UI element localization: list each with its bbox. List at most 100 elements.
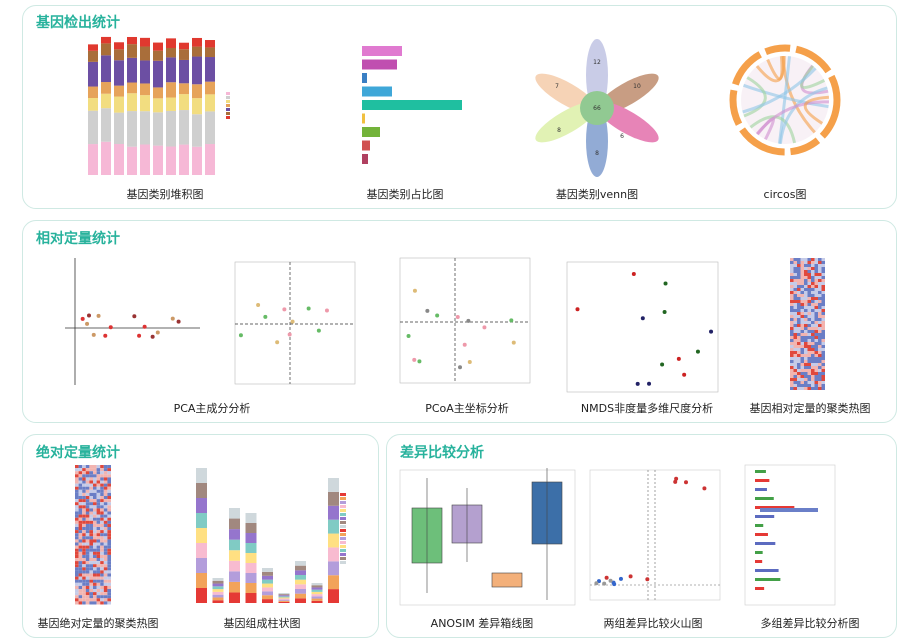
- decor: [100, 465, 104, 469]
- decor: [96, 523, 101, 527]
- caption[interactable]: 基因类别堆积图: [126, 188, 204, 201]
- decor: [328, 478, 339, 492]
- decor: [800, 357, 804, 360]
- decor: [100, 471, 104, 475]
- caption[interactable]: 基因组成柱状图: [223, 617, 301, 630]
- decor: [107, 558, 111, 562]
- decor: [821, 360, 825, 363]
- decor: [93, 474, 97, 478]
- decor: [804, 309, 808, 312]
- decor: [78, 496, 83, 500]
- decor: [790, 342, 794, 345]
- caption[interactable]: 基因类别占比图: [366, 188, 444, 201]
- decor: [676, 356, 681, 361]
- decor: [103, 582, 108, 586]
- decor: [75, 570, 79, 574]
- caption[interactable]: ANOSIM 差异箱线图: [430, 617, 534, 630]
- decor: [797, 381, 801, 384]
- decor: [93, 545, 97, 549]
- decor: [340, 509, 346, 512]
- decor: [100, 496, 104, 500]
- decor: [793, 297, 797, 300]
- decor: [96, 548, 101, 552]
- decor: [93, 514, 97, 518]
- decor: [640, 316, 645, 321]
- decor: [793, 315, 797, 318]
- caption[interactable]: circos图: [763, 188, 807, 201]
- decor: [793, 360, 797, 363]
- decor: [362, 127, 380, 137]
- decor: [93, 564, 97, 568]
- decor: [245, 553, 257, 563]
- decor: [140, 37, 150, 47]
- decor: [797, 297, 801, 300]
- decor: [340, 521, 346, 524]
- decor: [811, 273, 815, 276]
- decor: [103, 477, 108, 481]
- decor: [75, 548, 79, 552]
- decor: [96, 492, 101, 496]
- decor: [807, 312, 811, 315]
- caption[interactable]: NMDS非度量多维尺度分析: [580, 402, 714, 415]
- decor: [107, 527, 111, 531]
- decor: [107, 468, 111, 472]
- decor: [814, 276, 818, 279]
- decor: [311, 600, 323, 603]
- decor: [137, 333, 142, 338]
- decor: [78, 576, 83, 580]
- decor: [821, 285, 825, 288]
- decor: [821, 273, 825, 276]
- decor: [814, 357, 818, 360]
- decor: [100, 542, 104, 546]
- decor: [103, 592, 108, 596]
- caption[interactable]: PCA主成分分析: [173, 402, 251, 415]
- decor: [797, 384, 801, 387]
- decor: [811, 366, 815, 369]
- decor: [153, 112, 163, 146]
- decor: [793, 354, 797, 357]
- decor: [807, 345, 811, 348]
- decor: [818, 357, 822, 360]
- decor: [821, 384, 825, 387]
- decor: [78, 551, 83, 555]
- decor: [362, 113, 365, 124]
- decor: [340, 549, 346, 552]
- decor: [103, 551, 108, 555]
- decor: [89, 548, 93, 552]
- decor: [793, 309, 797, 312]
- caption[interactable]: PCoA主坐标分析: [425, 402, 509, 415]
- decor: [263, 314, 268, 319]
- decor: [821, 339, 825, 342]
- decor: [93, 499, 97, 503]
- decor: [814, 387, 818, 390]
- decor: [790, 333, 794, 336]
- caption[interactable]: 基因相对定量的聚类热图: [749, 402, 871, 415]
- decor: [804, 279, 808, 282]
- caption[interactable]: 多组差异比较分析图: [760, 617, 860, 630]
- decor: [818, 348, 822, 351]
- decor: [821, 345, 825, 348]
- decor: [103, 598, 108, 602]
- decor: [229, 581, 240, 593]
- decor: [93, 536, 97, 540]
- decor: [797, 336, 801, 339]
- decor: [85, 471, 90, 475]
- decor: [85, 492, 90, 496]
- decor: [107, 530, 111, 534]
- decor: [466, 318, 471, 323]
- decor: [755, 578, 781, 581]
- decor: [196, 513, 207, 528]
- decor: [100, 533, 104, 537]
- decor: [100, 508, 104, 512]
- decor: [103, 601, 108, 605]
- caption[interactable]: 两组差异比较火山图: [603, 617, 703, 630]
- decor: [797, 348, 801, 351]
- caption[interactable]: 基因绝对定量的聚类热图: [37, 617, 159, 630]
- decor: [101, 55, 111, 83]
- decor: [804, 294, 808, 297]
- decor: [179, 59, 189, 84]
- decor: [295, 561, 306, 566]
- decor: [821, 303, 825, 306]
- caption[interactable]: 基因类别venn图: [555, 188, 639, 201]
- decor: [793, 327, 797, 330]
